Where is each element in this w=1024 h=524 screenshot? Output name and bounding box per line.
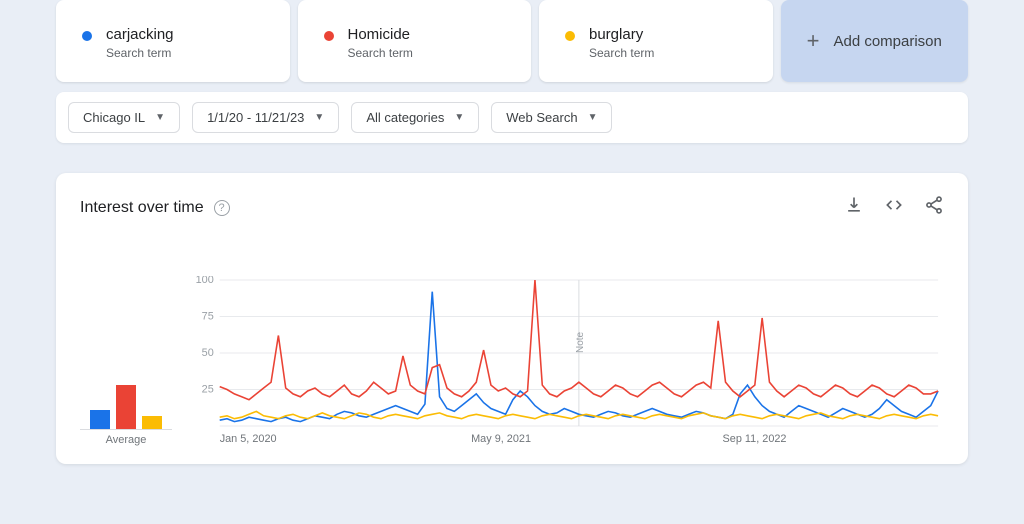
term-subtitle: Search term	[348, 46, 413, 60]
chart-panel: Interest over time ? Average 25 50 75 100 No…	[56, 173, 968, 464]
download-icon[interactable]	[844, 195, 864, 220]
term-color-dot	[82, 31, 92, 41]
term-card[interactable]: Homicide Search term	[298, 0, 532, 82]
svg-text:Jan 5, 2020: Jan 5, 2020	[220, 433, 277, 445]
average-bar	[116, 385, 136, 429]
chevron-down-icon: ▼	[314, 112, 324, 123]
filter-category[interactable]: All categories ▼	[351, 102, 479, 133]
chevron-down-icon: ▼	[155, 112, 165, 123]
share-icon[interactable]	[924, 195, 944, 220]
help-icon[interactable]: ?	[214, 200, 230, 216]
term-name: carjacking	[106, 26, 174, 44]
svg-text:75: 75	[202, 310, 214, 322]
line-chart: 25 50 75 100 Note Jan 5, 2020 May 9, 2021 Sep 1…	[192, 276, 944, 446]
filter-date-range[interactable]: 1/1/20 - 11/21/23 ▼	[192, 102, 339, 133]
svg-text:25: 25	[202, 383, 214, 395]
filter-category-label: All categories	[366, 110, 444, 125]
term-subtitle: Search term	[589, 46, 654, 60]
filter-range-label: 1/1/20 - 11/21/23	[207, 110, 304, 125]
term-card[interactable]: burglary Search term	[539, 0, 773, 82]
filter-geo-label: Chicago IL	[83, 110, 145, 125]
term-name: burglary	[589, 26, 654, 44]
embed-icon[interactable]	[884, 195, 904, 220]
svg-text:May 9, 2021: May 9, 2021	[471, 433, 531, 445]
svg-text:100: 100	[196, 276, 214, 286]
chevron-down-icon: ▼	[588, 112, 598, 123]
average-label: Average	[80, 434, 172, 446]
plus-icon: +	[807, 28, 820, 54]
filter-bar: Chicago IL ▼ 1/1/20 - 11/21/23 ▼ All cat…	[56, 92, 968, 143]
add-comparison-button[interactable]: + Add comparison	[781, 0, 969, 82]
term-color-dot	[565, 31, 575, 41]
term-name: Homicide	[348, 26, 413, 44]
term-color-dot	[324, 31, 334, 41]
average-bar	[90, 410, 110, 429]
svg-text:50: 50	[202, 347, 214, 359]
chart-title: Interest over time	[80, 199, 204, 217]
svg-text:Sep 11, 2022: Sep 11, 2022	[723, 433, 787, 445]
filter-search-type[interactable]: Web Search ▼	[491, 102, 612, 133]
term-card[interactable]: carjacking Search term	[56, 0, 290, 82]
filter-geo[interactable]: Chicago IL ▼	[68, 102, 180, 133]
filter-type-label: Web Search	[506, 110, 577, 125]
average-bar	[142, 416, 162, 429]
chevron-down-icon: ▼	[454, 112, 464, 123]
add-comparison-label: Add comparison	[833, 33, 941, 50]
average-block: Average	[80, 382, 172, 446]
term-subtitle: Search term	[106, 46, 174, 60]
svg-text:Note: Note	[575, 331, 586, 353]
